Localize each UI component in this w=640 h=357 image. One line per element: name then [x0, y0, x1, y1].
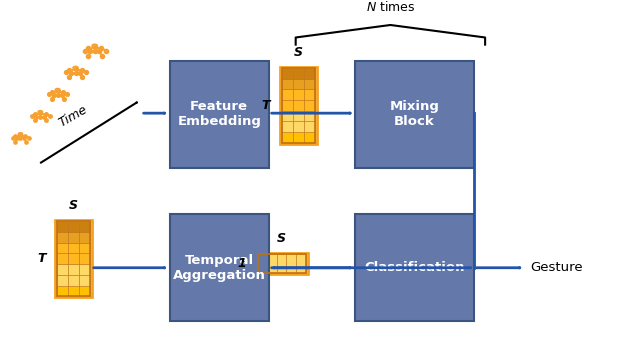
Bar [68, 221, 79, 232]
Bar [68, 275, 79, 286]
Bar [304, 111, 315, 121]
Bar [268, 253, 277, 273]
Bar [287, 253, 296, 273]
FancyBboxPatch shape [355, 61, 474, 168]
Bar [68, 264, 79, 275]
Text: Gesture: Gesture [530, 261, 582, 274]
Bar [68, 232, 79, 243]
Bar [79, 221, 90, 232]
FancyBboxPatch shape [170, 61, 269, 168]
Bar [258, 253, 306, 273]
Text: T: T [262, 99, 270, 112]
Bar [304, 121, 315, 132]
Bar [292, 132, 304, 143]
Bar [55, 220, 92, 297]
Bar [282, 68, 315, 143]
Text: T: T [37, 252, 45, 265]
Bar [292, 100, 304, 111]
Bar [57, 275, 68, 286]
Bar [57, 221, 68, 232]
Bar [282, 68, 292, 79]
Bar [57, 221, 90, 296]
Text: Classification: Classification [364, 261, 465, 274]
Text: S: S [277, 232, 286, 245]
Bar [277, 253, 287, 273]
Bar [79, 243, 90, 253]
Text: Temporal
Aggregation: Temporal Aggregation [173, 254, 266, 282]
Bar [68, 253, 79, 264]
Text: Mixing
Block: Mixing Block [390, 100, 439, 128]
Bar [304, 79, 315, 89]
Bar [57, 286, 68, 296]
Bar [79, 275, 90, 286]
Bar [282, 111, 292, 121]
Bar [292, 121, 304, 132]
Bar [282, 79, 292, 89]
Bar [296, 253, 306, 273]
Bar [282, 121, 292, 132]
Bar [282, 100, 292, 111]
Text: $N$ times: $N$ times [365, 0, 415, 14]
Bar [57, 264, 68, 275]
Text: S: S [294, 46, 303, 59]
Bar [292, 68, 304, 79]
Bar [57, 253, 68, 264]
Bar [68, 286, 79, 296]
Text: 1: 1 [237, 257, 246, 270]
Text: S: S [69, 200, 78, 212]
Bar [304, 100, 315, 111]
Bar [79, 232, 90, 243]
Bar [79, 286, 90, 296]
Text: Feature
Embedding: Feature Embedding [177, 100, 261, 128]
FancyBboxPatch shape [355, 214, 474, 321]
Bar [79, 264, 90, 275]
Bar [68, 243, 79, 253]
Bar [256, 253, 308, 274]
Bar [282, 89, 292, 100]
Bar [258, 253, 268, 273]
Text: Time: Time [57, 103, 90, 129]
FancyBboxPatch shape [170, 214, 269, 321]
Bar [292, 89, 304, 100]
Bar [292, 111, 304, 121]
Bar [57, 243, 68, 253]
Bar [292, 79, 304, 89]
Bar [280, 67, 317, 144]
Bar [282, 132, 292, 143]
Bar [304, 68, 315, 79]
Bar [79, 253, 90, 264]
Bar [304, 89, 315, 100]
Bar [304, 132, 315, 143]
Bar [57, 232, 68, 243]
